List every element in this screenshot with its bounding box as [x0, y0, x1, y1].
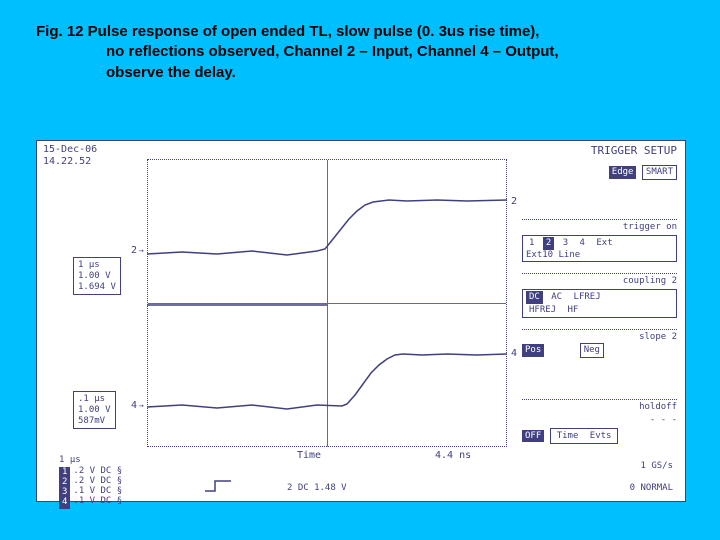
- caption-line1: Fig. 12 Pulse response of open ended TL,…: [36, 23, 539, 40]
- trigger-on-label: trigger on: [522, 222, 677, 233]
- acq-status: 0 NORMAL: [630, 483, 673, 494]
- caption-line3: observe the delay.: [106, 64, 236, 81]
- ch2-timebase: 1 µs: [78, 260, 116, 271]
- arrow-icon: →: [139, 247, 144, 255]
- timebase-value: 1 µs: [59, 455, 81, 466]
- xaxis-time-label: Time: [297, 451, 321, 461]
- coupling-panel: coupling 2 DC AC LFREJ HFREJ HF: [522, 273, 677, 318]
- edge-icon: [205, 479, 231, 493]
- ch4-timebase: .1 µs: [78, 394, 111, 405]
- trig-src-3[interactable]: 3: [560, 237, 571, 250]
- ch4-marker: 4: [131, 401, 137, 411]
- sample-rate: 1 GS/s: [640, 461, 673, 472]
- ch2-vdiv: 1.00 V: [78, 271, 116, 282]
- arrow-icon: →: [139, 402, 144, 410]
- ch4-settings: .1 V DC §: [73, 497, 122, 507]
- coupling-ac[interactable]: AC: [548, 291, 565, 304]
- holdoff-time[interactable]: Time: [554, 430, 582, 443]
- ch2-meas: 1.694 V: [78, 282, 116, 293]
- ch2-readout: 1 µs 1.00 V 1.694 V: [73, 257, 121, 295]
- date-label: 15-Dec-06: [43, 145, 97, 155]
- time-label: 14.22.52: [43, 157, 91, 167]
- holdoff-off[interactable]: OFF: [522, 430, 544, 443]
- coupling-dc[interactable]: DC: [526, 291, 543, 304]
- channel-nums-icon: 1234: [59, 467, 70, 509]
- mode-edge[interactable]: Edge: [609, 166, 637, 179]
- mode-panel: Edge SMART: [609, 165, 677, 180]
- ch2-marker: 2: [131, 246, 137, 256]
- trigger-source-box: 1 2 3 4 Ext Ext10 Line: [522, 235, 677, 263]
- slope-pos[interactable]: Pos: [522, 344, 544, 357]
- coupling-box: DC AC LFREJ HFREJ HF: [522, 289, 677, 319]
- coupling-lfrej[interactable]: LFREJ: [571, 291, 604, 304]
- holdoff-label: holdoff: [522, 402, 677, 413]
- ch4-readout: .1 µs 1.00 V 587mV: [73, 391, 116, 429]
- holdoff-evts[interactable]: Evts: [587, 430, 615, 443]
- oscilloscope-screen: 15-Dec-06 14.22.52 TRIGGER SETUP Edge SM…: [36, 140, 686, 502]
- ch4-right-marker: 4: [511, 349, 517, 359]
- mode-smart[interactable]: SMART: [642, 165, 677, 180]
- ch4-meas: 587mV: [78, 416, 111, 427]
- screen-title: TRIGGER SETUP: [591, 145, 677, 156]
- holdoff-dashes: - - -: [522, 415, 677, 426]
- coupling-hfrej[interactable]: HFREJ: [526, 304, 559, 317]
- scope-graticule: [147, 159, 507, 447]
- slope-label: slope 2: [522, 332, 677, 343]
- trig-src-4[interactable]: 4: [577, 237, 588, 250]
- coupling-hf[interactable]: HF: [565, 304, 582, 317]
- trig-src-line[interactable]: Ext10 Line: [526, 250, 673, 261]
- channel-list: 1234 .2 V DC § .2 V DC § .1 V DC § .1 V …: [59, 467, 122, 509]
- caption-line2: no reflections observed, Channel 2 – Inp…: [106, 43, 559, 60]
- holdoff-panel: holdoff - - - OFF Time Evts: [522, 399, 677, 444]
- slope-panel: slope 2 Pos Neg: [522, 329, 677, 358]
- xaxis-delta: 4.4 ns: [435, 451, 471, 461]
- ch2-right-marker: 2: [511, 197, 517, 207]
- trigger-level: 2 DC 1.48 V: [287, 483, 347, 494]
- trigger-panel: trigger on 1 2 3 4 Ext Ext10 Line: [522, 219, 677, 262]
- trig-src-ext[interactable]: Ext: [593, 237, 615, 250]
- slope-neg[interactable]: Neg: [580, 343, 604, 358]
- trig-src-1[interactable]: 1: [526, 237, 537, 250]
- figure-caption: Fig. 12 Pulse response of open ended TL,…: [36, 22, 559, 83]
- trig-src-2[interactable]: 2: [543, 237, 554, 250]
- coupling-label: coupling 2: [522, 276, 677, 287]
- ch4-vdiv: 1.00 V: [78, 405, 111, 416]
